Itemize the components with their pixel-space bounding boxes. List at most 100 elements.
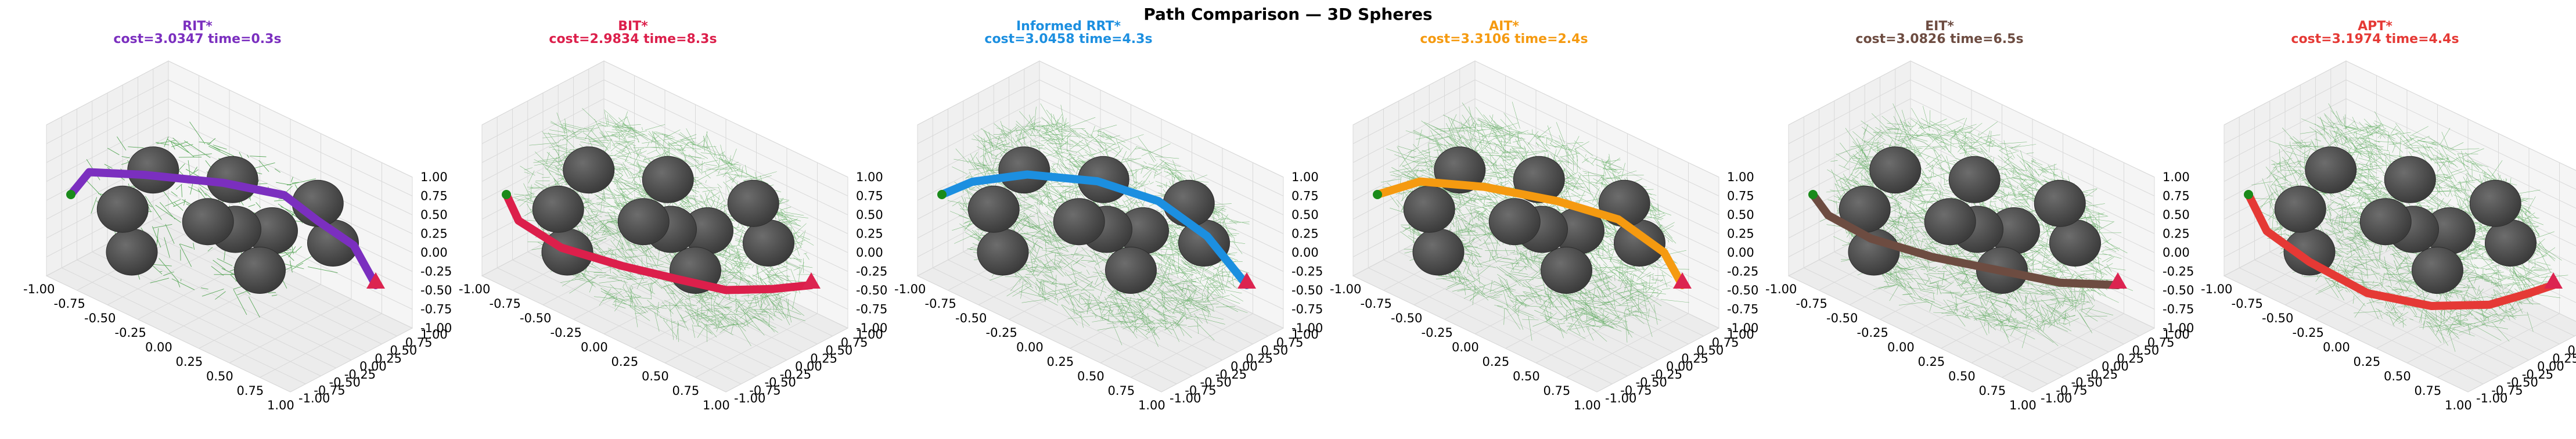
y-tick-label: -1.00 — [1605, 391, 1636, 405]
obstacle-sphere — [1403, 185, 1455, 233]
panel-title: RIT* — [182, 19, 213, 34]
y-tick-label: -0.25 — [780, 368, 811, 382]
obstacle-sphere — [727, 179, 779, 227]
z-tick-label: 0.50 — [2163, 208, 2190, 222]
panel-2: BIT*cost=2.9834 time=8.3s-1.00-0.75-0.50… — [459, 19, 887, 412]
x-tick-label: 0.75 — [2415, 384, 2442, 398]
z-tick-label: -0.50 — [1727, 283, 1758, 297]
y-tick-label: -0.50 — [1636, 376, 1667, 390]
z-tick-label: -1.00 — [420, 321, 452, 335]
goal-marker — [366, 272, 385, 289]
z-tick-label: 0.00 — [420, 246, 448, 260]
obstacle-sphere — [2305, 146, 2357, 194]
solution-path — [502, 190, 815, 294]
z-tick-label: 1.00 — [856, 170, 883, 184]
x-tick-label: -0.75 — [925, 297, 956, 311]
x-tick-label: -0.50 — [1826, 311, 1858, 325]
obstacle-sphere — [1948, 156, 2001, 203]
y-tick-label: 0.25 — [2117, 351, 2144, 365]
solution-path — [1373, 177, 1686, 289]
panel-6: APT*cost=3.1974 time=4.4s-1.00-0.75-0.50… — [2201, 19, 2576, 412]
x-tick-label: -0.25 — [551, 326, 582, 340]
y-tick-label: 1.00 — [1727, 328, 1754, 341]
x-tick-label: 0.25 — [1483, 355, 1510, 369]
z-tick-label: 1.00 — [1291, 170, 1319, 184]
y-tick-label: -0.75 — [314, 383, 345, 397]
obstacle-sphere — [1412, 228, 1465, 276]
goal-marker — [1237, 272, 1256, 289]
y-tick-label: -1.00 — [2041, 391, 2072, 405]
axis-ticks: -1.00-0.75-0.50-0.250.000.250.500.751.00… — [2201, 282, 2576, 412]
axis-ticks: -1.00-0.75-0.50-0.250.000.250.500.751.00… — [459, 170, 887, 412]
y-tick-label: 0.50 — [826, 344, 853, 358]
panel-title: APT* — [2358, 19, 2392, 34]
y-tick-label: 0.75 — [1712, 336, 1739, 350]
y-tick-label: 0.00 — [359, 359, 387, 373]
z-tick-label: 0.25 — [1291, 227, 1319, 241]
obstacle-sphere — [2274, 185, 2326, 233]
z-tick-label: -0.25 — [420, 265, 452, 279]
y-tick-label: -0.25 — [2086, 368, 2118, 382]
x-tick-label: -1.00 — [459, 282, 490, 296]
x-tick-label: 0.25 — [176, 355, 203, 369]
z-tick-label: 0.00 — [1291, 246, 1319, 260]
obstacle-sphere — [642, 156, 694, 203]
y-tick-label: 0.75 — [1276, 336, 1304, 350]
z-tick-label: -0.50 — [420, 283, 452, 297]
x-tick-label: 0.50 — [642, 369, 669, 383]
y-tick-label: 0.00 — [2102, 359, 2129, 373]
z-tick-label: 0.75 — [2163, 189, 2190, 203]
y-tick-label: 0.25 — [1246, 351, 1273, 365]
y-tick-label: -0.25 — [344, 368, 376, 382]
z-tick-label: 0.75 — [1727, 189, 1754, 203]
y-tick-label: 0.00 — [1666, 359, 1693, 373]
y-tick-label: 0.25 — [375, 351, 402, 365]
start-marker — [502, 190, 511, 199]
z-tick-label: -0.75 — [1727, 303, 1758, 316]
x-tick-label: -1.00 — [2201, 282, 2232, 296]
z-tick-label: 0.50 — [420, 208, 448, 222]
x-tick-label: -0.50 — [2262, 311, 2293, 325]
panel-title: Informed RRT* — [1016, 19, 1121, 34]
panel-title: AIT* — [1489, 19, 1519, 34]
z-tick-label: 0.50 — [856, 208, 883, 222]
panel-subtitle: cost=3.0347 time=0.3s — [113, 32, 281, 46]
x-tick-label: -0.50 — [84, 311, 116, 325]
goal-marker — [1673, 272, 1692, 289]
goal-marker — [2109, 272, 2127, 289]
y-tick-label: -0.75 — [1620, 383, 1652, 397]
obstacle-sphere — [1105, 247, 1157, 294]
obstacle-group — [96, 146, 359, 294]
obstacle-sphere — [532, 185, 584, 233]
z-tick-label: -1.00 — [1291, 321, 1323, 335]
x-tick-label: 0.25 — [1918, 355, 1945, 369]
x-tick-label: -0.75 — [54, 297, 85, 311]
y-tick-label: -0.50 — [1200, 376, 1232, 390]
obstacle-sphere — [2359, 198, 2412, 246]
x-tick-label: 1.00 — [703, 398, 730, 412]
y-tick-label: 0.00 — [1231, 359, 1258, 373]
x-tick-label: 0.25 — [2354, 355, 2381, 369]
x-tick-label: -0.50 — [955, 311, 987, 325]
panel-title: EIT* — [1925, 19, 1954, 34]
y-tick-label: 0.50 — [1697, 344, 1724, 358]
panel-subtitle: cost=3.3106 time=2.4s — [1420, 32, 1588, 46]
x-tick-label: -0.75 — [1796, 297, 1827, 311]
y-tick-label: -0.25 — [2522, 368, 2553, 382]
x-tick-label: -0.75 — [1361, 297, 1392, 311]
y-tick-label: -0.75 — [1185, 383, 1216, 397]
axis-ticks: -1.00-0.75-0.50-0.250.000.250.500.751.00… — [1765, 170, 2194, 412]
y-tick-label: 0.75 — [405, 336, 433, 350]
solution-path — [2244, 190, 2557, 310]
x-tick-label: -1.00 — [1330, 282, 1361, 296]
z-tick-label: -0.50 — [2163, 283, 2194, 297]
obstacle-sphere — [563, 146, 615, 194]
z-tick-label: 1.00 — [2163, 170, 2190, 184]
z-tick-label: -0.75 — [420, 303, 452, 316]
start-marker — [66, 190, 75, 199]
z-tick-label: -0.75 — [1291, 303, 1323, 316]
y-tick-label: -0.25 — [1215, 368, 1247, 382]
obstacle-sphere — [977, 228, 1029, 276]
x-tick-label: -0.25 — [1422, 326, 1453, 340]
y-tick-label: 0.75 — [2147, 336, 2175, 350]
